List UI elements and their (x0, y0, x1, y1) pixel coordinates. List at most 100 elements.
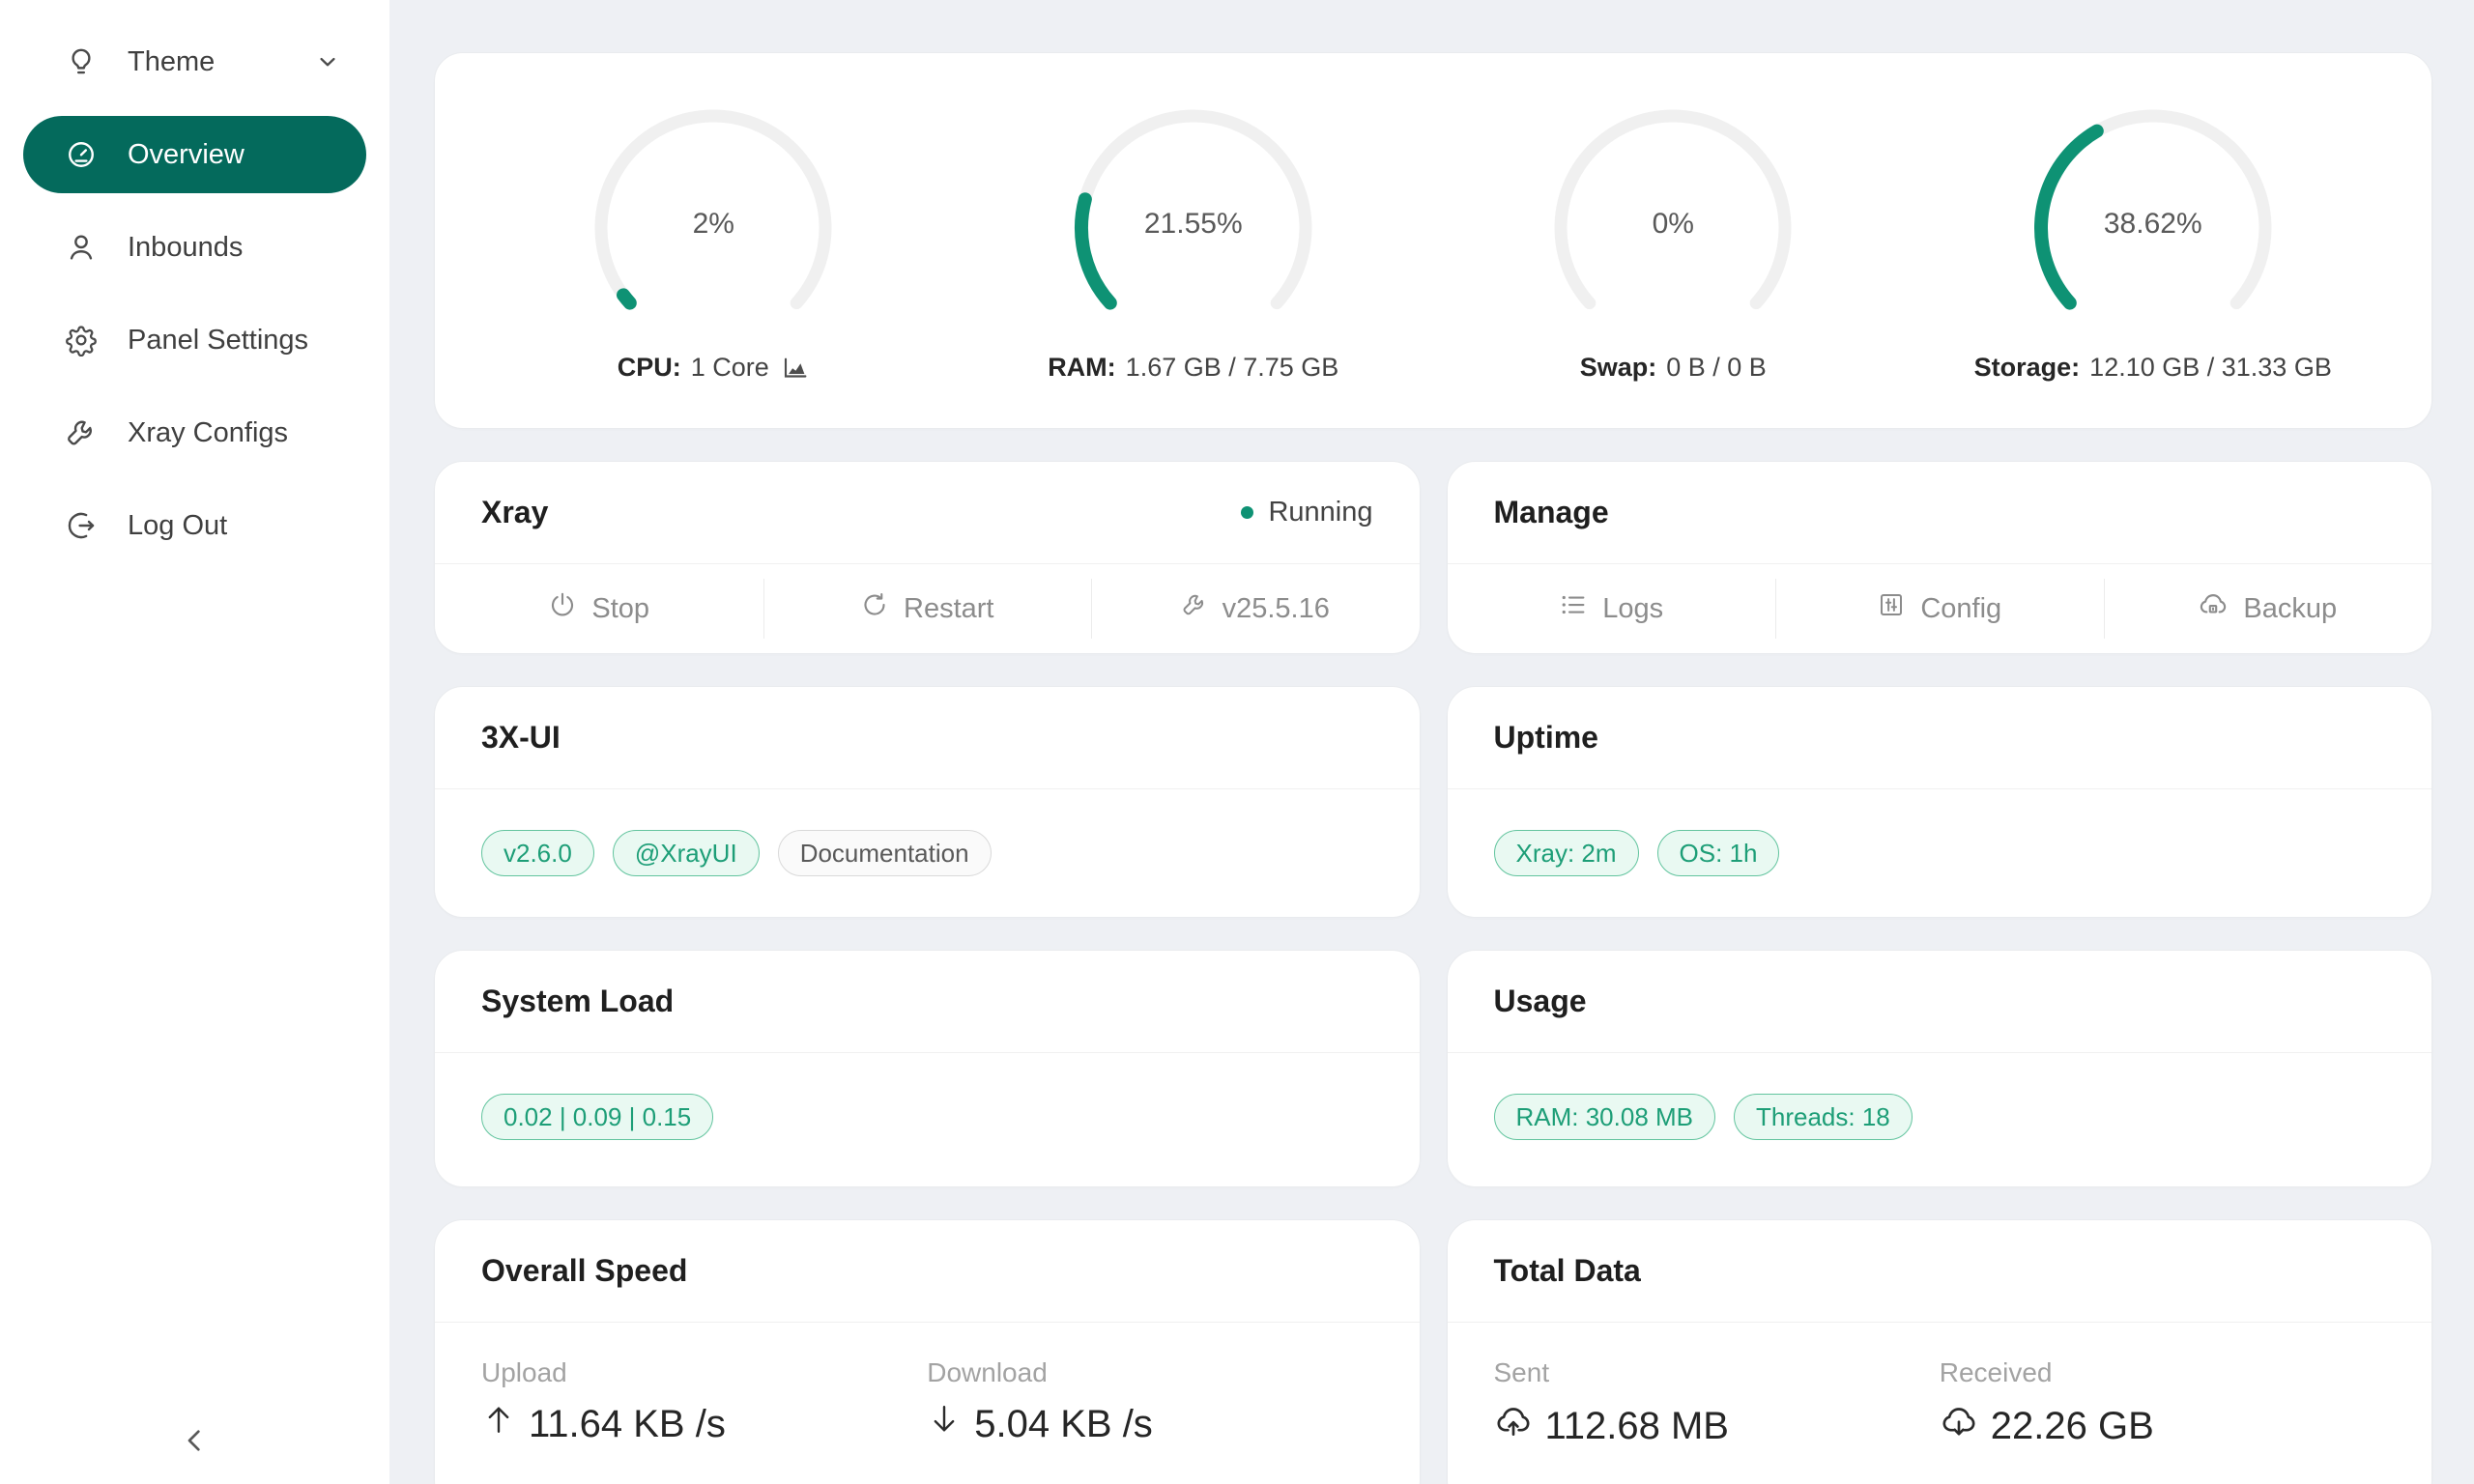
usage-card-header: Usage (1447, 951, 2431, 1053)
system-gauges-card: 2% CPU: 1 Core 21.55% (434, 52, 2432, 429)
stat-value: 22.26 GB (1940, 1402, 2385, 1450)
sidebar-item-panel-settings[interactable]: Panel Settings (23, 301, 366, 379)
storage-gauge-ring: 38.62% (2032, 107, 2274, 349)
cloud-download-icon (1940, 1402, 1978, 1450)
card-title: Usage (1493, 984, 1587, 1018)
sidebar-item-label: Overview (128, 138, 245, 170)
uptime-card-header: Uptime (1447, 687, 2431, 789)
uptime-card: Uptime Xray: 2m OS: 1h (1446, 686, 2432, 918)
stop-button[interactable]: Stop (435, 564, 763, 653)
sidebar-item-xray-configs[interactable]: Xray Configs (23, 394, 366, 471)
status-label: Running (1268, 497, 1373, 528)
card-title: Overall Speed (481, 1253, 688, 1288)
stat-value: 5.04 KB /s (927, 1402, 1372, 1446)
sidebar-item-theme[interactable]: Theme (23, 23, 366, 100)
sidebar-item-label: Theme (128, 45, 216, 77)
xray-actions: Stop Restart (435, 564, 1420, 653)
stat-label: Upload (481, 1357, 567, 1387)
storage-percent: 38.62% (2103, 208, 2202, 240)
cpu-percent: 2% (692, 208, 734, 240)
backup-button[interactable]: Backup (2104, 564, 2432, 653)
sidebar-item-label: Panel Settings (128, 324, 309, 356)
power-icon (548, 590, 577, 627)
arrow-up-icon (481, 1402, 516, 1446)
total-data-card: Total Data Sent 112.68 MB (1446, 1219, 2432, 1484)
cpu-history-chart-icon[interactable] (781, 354, 810, 383)
arrow-down-icon (927, 1402, 962, 1446)
swap-gauge-ring: 0% (1552, 107, 1794, 349)
total-data-card-header: Total Data (1447, 1220, 2431, 1323)
cpu-gauge-ring: 2% (592, 107, 834, 349)
logs-button[interactable]: Logs (1448, 564, 1776, 653)
dashboard-gauge-icon (64, 137, 99, 172)
card-title: Xray (481, 495, 549, 529)
card-title: Uptime (1493, 720, 1598, 755)
sent-stat: Sent 112.68 MB (1494, 1357, 1940, 1450)
sidebar-item-log-out[interactable]: Log Out (23, 487, 366, 564)
system-load-tags: 0.02 | 0.09 | 0.15 (435, 1053, 1420, 1181)
manage-card-header: Manage (1447, 462, 2431, 564)
xray-uptime-tag: Xray: 2m (1493, 830, 1639, 876)
sidebar-item-overview[interactable]: Overview (23, 116, 366, 193)
ram-gauge-ring: 21.55% (1073, 107, 1314, 349)
gauge-ram: 21.55% RAM: 1.67 GB / 7.75 GB (954, 53, 1434, 428)
bulb-icon (64, 44, 99, 79)
restart-button[interactable]: Restart (763, 564, 1092, 653)
list-icon (1559, 590, 1588, 627)
usage-tags: RAM: 30.08 MB Threads: 18 (1448, 1053, 2432, 1181)
xui-card: 3X-UI v2.6.0 @XrayUI Documentation (434, 686, 1421, 918)
documentation-tag[interactable]: Documentation (777, 830, 992, 876)
sidebar-item-inbounds[interactable]: Inbounds (23, 209, 366, 286)
xray-card: Xray Running Stop (434, 461, 1421, 654)
running-status-dot (1241, 506, 1254, 519)
stat-label: Download (927, 1357, 1048, 1387)
sidebar-item-label: Inbounds (128, 231, 244, 263)
user-icon (64, 230, 99, 265)
manage-card: Manage Logs (1446, 461, 2432, 654)
speed-stats: Upload 11.64 KB /s Download (435, 1323, 1420, 1446)
download-stat: Download 5.04 KB /s (927, 1357, 1372, 1446)
xui-card-header: 3X-UI (435, 687, 1420, 789)
card-title: Manage (1493, 495, 1609, 529)
stat-value: 112.68 MB (1494, 1402, 1940, 1450)
cloud-upload-icon (1494, 1402, 1533, 1450)
chevron-left-icon (180, 1425, 211, 1461)
uptime-tags: Xray: 2m OS: 1h (1448, 789, 2432, 917)
ram-label: RAM: 1.67 GB / 7.75 GB (1048, 353, 1339, 382)
overall-speed-card-header: Overall Speed (435, 1220, 1420, 1323)
gauge-swap: 0% Swap: 0 B / 0 B (1433, 53, 1913, 428)
total-data-stats: Sent 112.68 MB Received (1448, 1323, 2432, 1450)
telegram-tag[interactable]: @XrayUI (612, 830, 760, 876)
system-load-card: System Load 0.02 | 0.09 | 0.15 (434, 950, 1421, 1187)
swap-label: Swap: 0 B / 0 B (1579, 353, 1767, 382)
xray-version-button[interactable]: v25.5.16 (1091, 564, 1420, 653)
xui-tags: v2.6.0 @XrayUI Documentation (435, 789, 1420, 917)
wrench-icon (64, 415, 99, 450)
stat-label: Received (1939, 1357, 2053, 1387)
sidebar: Theme Overview (0, 0, 389, 1484)
system-load-card-header: System Load (435, 951, 1420, 1053)
xray-status: Running (1241, 497, 1373, 528)
sliders-icon (1877, 590, 1906, 627)
load-average-tag: 0.02 | 0.09 | 0.15 (481, 1094, 714, 1140)
overall-speed-card: Overall Speed Upload 11.64 KB /s (434, 1219, 1421, 1484)
xray-card-header: Xray Running (435, 462, 1420, 564)
sidebar-item-label: Xray Configs (128, 416, 289, 448)
upload-stat: Upload 11.64 KB /s (481, 1357, 927, 1446)
cpu-label: CPU: 1 Core (618, 353, 810, 383)
stat-value: 11.64 KB /s (481, 1402, 927, 1446)
config-button[interactable]: Config (1775, 564, 2104, 653)
gauge-storage: 38.62% Storage: 12.10 GB / 31.33 GB (1913, 53, 2394, 428)
sidebar-menu: Theme Overview (0, 0, 389, 564)
main-content: 2% CPU: 1 Core 21.55% (389, 0, 2474, 1484)
logout-icon (64, 508, 99, 543)
usage-card: Usage RAM: 30.08 MB Threads: 18 (1446, 950, 2432, 1187)
gear-icon (64, 323, 99, 357)
received-stat: Received 22.26 GB (1940, 1357, 2385, 1450)
storage-label: Storage: 12.10 GB / 31.33 GB (1973, 353, 2332, 382)
version-tag[interactable]: v2.6.0 (481, 830, 594, 876)
swap-percent: 0% (1652, 208, 1694, 240)
wrench-icon (1181, 591, 1208, 626)
card-title: Total Data (1493, 1253, 1641, 1288)
sidebar-collapse-button[interactable] (0, 1417, 389, 1469)
